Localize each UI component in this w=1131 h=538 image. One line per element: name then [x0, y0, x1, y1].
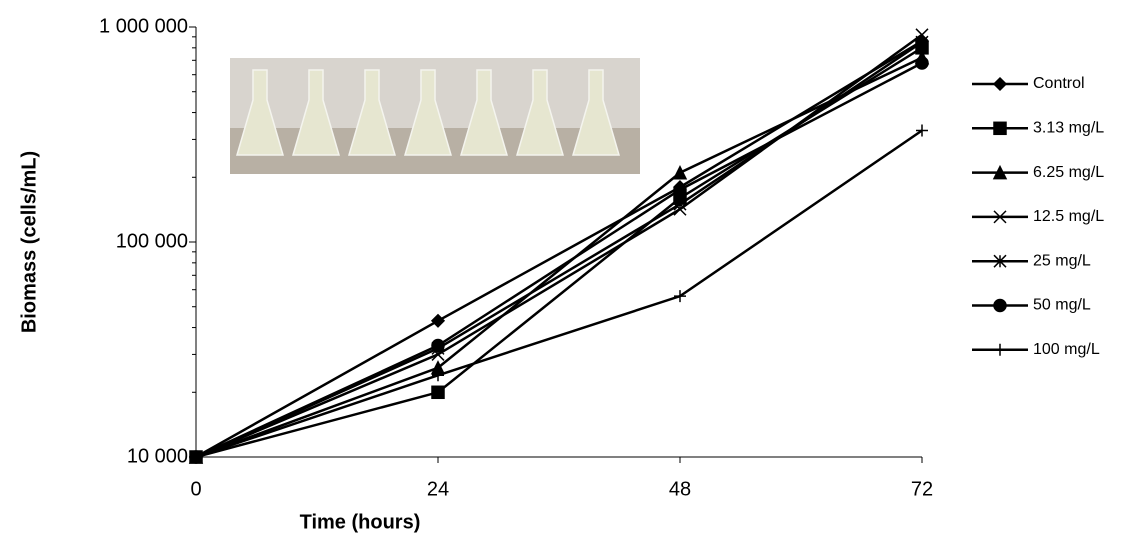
y-tick-label: 100 000 [116, 230, 188, 252]
series-line [195, 56, 923, 459]
marker [431, 338, 445, 353]
marker [992, 76, 1008, 92]
series-line [195, 129, 923, 459]
marker [432, 369, 444, 382]
marker [915, 56, 929, 70]
marker [993, 210, 1007, 224]
marker [430, 313, 446, 328]
marker [993, 121, 1007, 136]
marker [674, 290, 686, 303]
series-line [195, 41, 923, 459]
legend-label: 100 mg/L [1033, 341, 1100, 358]
marker [190, 451, 202, 463]
marker [673, 197, 687, 211]
marker [916, 124, 928, 137]
y-tick-label: 10 000 [127, 445, 188, 467]
x-axis-title: Time (hours) [300, 511, 421, 533]
series-line [195, 61, 923, 459]
marker [431, 385, 445, 400]
marker [993, 254, 1007, 268]
marker [994, 343, 1006, 356]
legend-label: 6.25 mg/L [1033, 164, 1104, 181]
legend-label: Control [1033, 75, 1085, 92]
x-tick-label: 0 [190, 478, 201, 500]
y-axis-title: Biomass (cells/mL) [18, 151, 40, 333]
marker [915, 35, 929, 49]
marker [673, 182, 687, 197]
legend-label: 12.5 mg/L [1033, 208, 1104, 225]
marker [992, 164, 1008, 180]
x-tick-label: 72 [911, 478, 933, 500]
marker [672, 165, 688, 180]
inset-photo [230, 58, 640, 174]
legend-label: 50 mg/L [1033, 297, 1091, 314]
flasks [236, 69, 620, 156]
x-tick-label: 48 [669, 478, 691, 500]
marker [993, 298, 1007, 313]
x-tick-label: 24 [427, 478, 449, 500]
legend-label: 25 mg/L [1033, 252, 1091, 269]
legend: Control 3.13 mg/L 6.25 mg/L 12.5 mg/L 25 mg/… [972, 75, 1104, 358]
legend-label: 3.13 mg/L [1033, 120, 1104, 137]
y-tick-label: 1 000 000 [99, 15, 188, 37]
